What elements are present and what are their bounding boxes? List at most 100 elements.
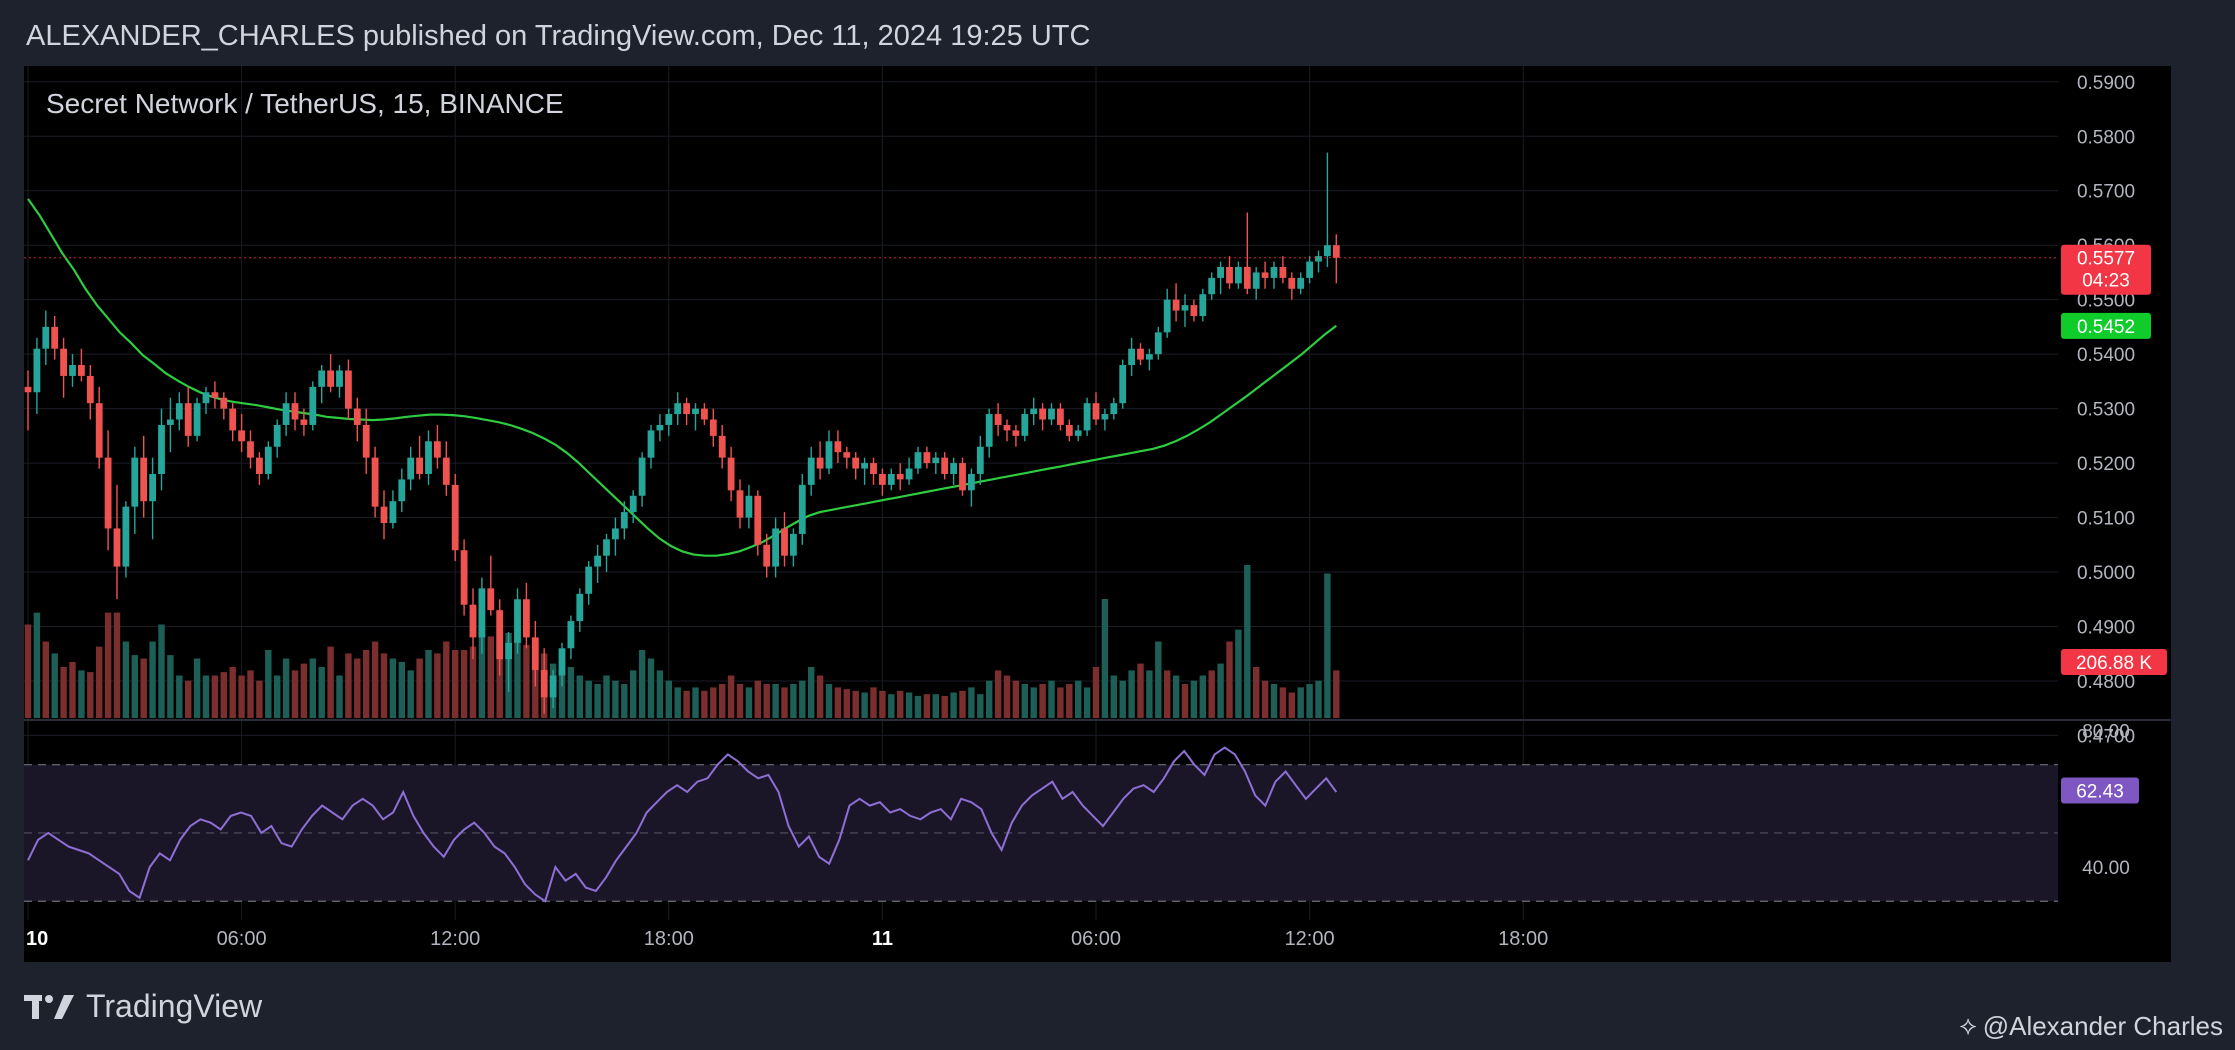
candle-body: [1181, 305, 1189, 311]
candle: [318, 365, 326, 404]
candle: [531, 621, 539, 687]
candle-body: [816, 457, 824, 469]
volume-bar: [745, 687, 753, 718]
candle-body: [496, 610, 504, 660]
candle: [264, 441, 272, 480]
candle-body: [1101, 414, 1109, 420]
price-axis: 0.59000.58000.57000.56000.55000.54000.53…: [2077, 73, 2135, 879]
volume-bar: [87, 672, 94, 718]
tradingview-brand: TradingView: [86, 988, 263, 1024]
candle-body: [754, 495, 762, 545]
candle-body: [638, 457, 646, 496]
candle-body: [442, 457, 450, 485]
candle-body: [825, 441, 833, 469]
candle: [745, 484, 753, 529]
candle: [1279, 256, 1287, 284]
volume-bar: [1030, 687, 1037, 718]
candle: [1110, 397, 1118, 420]
candle-body: [647, 430, 655, 458]
candle-body: [1172, 299, 1180, 311]
volume-bar: [1003, 675, 1011, 718]
volume-bar: [371, 641, 379, 718]
candle-body: [69, 365, 76, 376]
candle-body: [745, 495, 753, 518]
volume-bar: [1208, 670, 1215, 718]
candle: [976, 435, 984, 485]
volume-bar: [1101, 599, 1109, 718]
time-tick-label: 11: [872, 928, 893, 950]
candle: [1092, 392, 1100, 425]
chart-area[interactable]: 0.59000.58000.57000.56000.55000.54000.53…: [24, 66, 2171, 962]
candle-body: [834, 441, 842, 453]
volume-bar: [247, 670, 254, 718]
tradingview-logo[interactable]: TradingView: [24, 988, 262, 1025]
price-tick-label: 0.5500: [2077, 291, 2135, 312]
candle-body: [1217, 266, 1224, 278]
candle-body: [718, 435, 726, 458]
candle-body: [763, 544, 771, 567]
candle-body: [896, 473, 904, 480]
candle-body: [727, 457, 735, 491]
volume-bar: [202, 675, 210, 718]
candle-body: [514, 599, 521, 643]
publisher-line: ALEXANDER_CHARLES published on TradingVi…: [26, 20, 1091, 52]
volume-bar: [33, 612, 41, 718]
candle: [896, 463, 904, 491]
volume-bar: [1146, 670, 1153, 718]
candle-body: [968, 473, 975, 491]
price-tick-label: 0.5100: [2077, 509, 2135, 530]
volume-bar: [870, 687, 877, 718]
price-tick-label: 0.4800: [2077, 672, 2135, 693]
volume-bar: [994, 670, 1002, 718]
candle-body: [798, 484, 806, 534]
candle-body: [24, 386, 32, 393]
time-tick-label: 18:00: [644, 928, 694, 950]
candle-body: [1154, 332, 1162, 355]
volume-bar: [1261, 680, 1269, 718]
candle-body: [416, 457, 423, 474]
volume-bar: [1324, 573, 1331, 718]
candle-body: [193, 403, 201, 436]
candle: [149, 457, 156, 540]
volume-bar: [1190, 680, 1198, 718]
volume-bar: [407, 670, 414, 718]
volume-bar: [1288, 692, 1295, 718]
volume-bar: [309, 658, 316, 718]
candle-body: [434, 441, 441, 458]
candle-body: [852, 457, 860, 469]
author-credit[interactable]: ⟡ @Alexander Charles: [1960, 1010, 2223, 1042]
candle: [1137, 343, 1144, 366]
rsi-pane: [24, 746, 2058, 903]
volume-bar: [861, 692, 868, 718]
volume-bar: [692, 687, 699, 718]
volume-bar: [113, 612, 121, 718]
candle: [42, 310, 50, 366]
volume-bar: [576, 675, 583, 718]
volume-bar: [380, 653, 388, 718]
candle: [914, 446, 922, 474]
candle: [656, 414, 664, 442]
candle: [549, 670, 557, 709]
candle: [51, 316, 59, 360]
candle-body: [736, 490, 744, 518]
candle-body: [692, 408, 699, 415]
candle: [887, 468, 895, 491]
volume-bar: [923, 694, 931, 718]
candle: [122, 501, 130, 578]
candle-body: [976, 446, 984, 474]
candle-body: [211, 392, 219, 398]
candle-body: [1092, 403, 1100, 420]
candle: [1208, 272, 1216, 300]
candle-body: [1208, 277, 1216, 295]
chart-svg[interactable]: 0.59000.58000.57000.56000.55000.54000.53…: [24, 66, 2171, 962]
candle-body: [398, 479, 406, 502]
volume-bar: [478, 629, 486, 718]
volume-bar: [986, 680, 993, 718]
volume-bar: [1128, 670, 1135, 718]
candle-body: [1110, 403, 1118, 415]
candle: [1154, 326, 1162, 360]
volume-bar: [727, 675, 735, 718]
candle-body: [1119, 365, 1127, 404]
candle: [701, 403, 708, 425]
volume-bar: [193, 658, 201, 718]
